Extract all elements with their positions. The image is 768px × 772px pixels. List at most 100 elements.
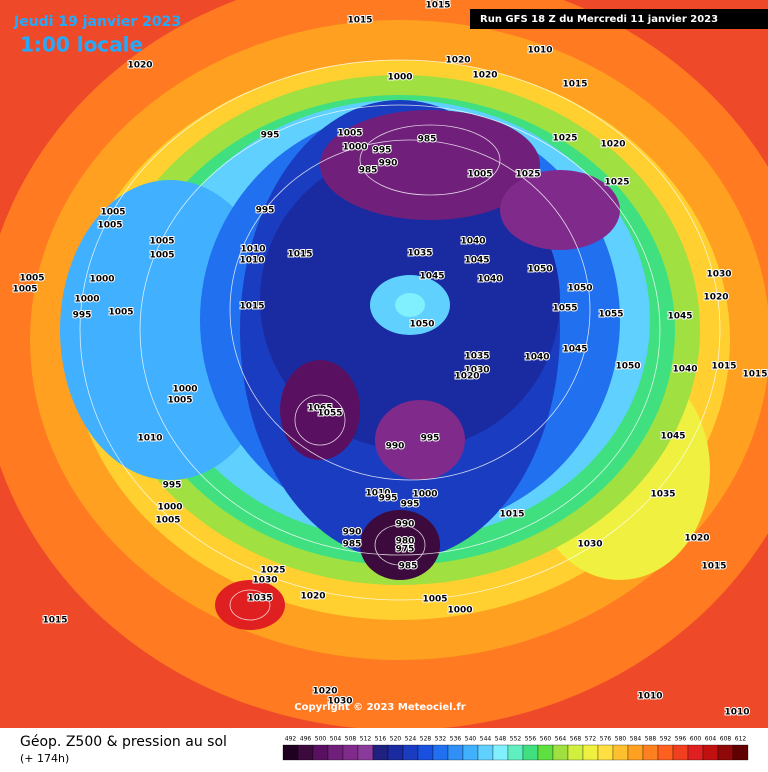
isobar-label: 1040 [460, 237, 485, 247]
map-background [0, 0, 768, 730]
isobar-label: 1020 [445, 56, 470, 66]
scale-swatch [342, 744, 359, 761]
isobar-label: 1020 [600, 140, 625, 150]
isobar-label: 1035 [650, 490, 675, 500]
isobar-label: 1005 [100, 208, 125, 218]
scale-label: 608 [720, 736, 732, 743]
isobar-label: 1045 [419, 272, 444, 282]
scale-swatch [702, 744, 719, 761]
isobar-label: 1035 [407, 249, 432, 259]
isobar-label: 1005 [467, 170, 492, 180]
run-banner [470, 9, 768, 29]
isobar-label: 1020 [127, 61, 152, 71]
isobar-label: 1015 [742, 370, 767, 380]
isobar-label: 1005 [422, 595, 447, 605]
scale-label: 548 [495, 736, 507, 743]
isobar-label: 1005 [19, 274, 44, 284]
isobar-label: 1015 [711, 362, 736, 372]
scale-label: 508 [345, 736, 357, 743]
isobar-label: 995 [256, 206, 275, 216]
isobar-label: 995 [379, 494, 398, 504]
isobar-label: 995 [73, 311, 92, 321]
isobar-label: 1030 [577, 540, 602, 550]
isobar-label: 1015 [42, 616, 67, 626]
isobar-label: 985 [343, 540, 362, 550]
isobar-label: 990 [379, 159, 398, 169]
isobar-label: 1000 [89, 275, 114, 285]
isobar-label: 1010 [527, 46, 552, 56]
isobar-label: 1040 [477, 275, 502, 285]
isobar-label: 995 [373, 146, 392, 156]
isobar-label: 1005 [108, 308, 133, 318]
scale-label: 572 [585, 736, 597, 743]
isobar-label: 1015 [499, 510, 524, 520]
isobar-label: 980 [396, 537, 415, 547]
isobar-label: 1025 [515, 170, 540, 180]
copyright: Copyright © 2023 Meteociel.fr [294, 702, 465, 713]
scale-swatch [402, 744, 419, 761]
isobar-label: 1050 [567, 284, 592, 294]
isobar-label: 1015 [239, 302, 264, 312]
isobar-label: 1015 [287, 250, 312, 260]
isobar-label: 1015 [347, 16, 372, 26]
scale-label: 536 [450, 736, 462, 743]
scale-swatch [327, 744, 344, 761]
scale-swatch [312, 744, 329, 761]
isobar-label: 1020 [703, 293, 728, 303]
scale-swatch [477, 744, 494, 761]
scale-label: 592 [660, 736, 672, 743]
isobar-label: 1035 [464, 352, 489, 362]
isobar-label: 1000 [412, 490, 437, 500]
isobar-label: 1010 [637, 692, 662, 702]
scale-label: 540 [465, 736, 477, 743]
scale-label: 496 [300, 736, 312, 743]
scale-swatch [387, 744, 404, 761]
run-info: Run GFS 18 Z du Mercredi 11 janvier 2023 [480, 14, 718, 25]
isobar-label: 990 [343, 528, 362, 538]
scale-swatch [627, 744, 644, 761]
scale-swatch [642, 744, 659, 761]
isobar-label: 1005 [337, 129, 362, 139]
scale-swatch [552, 744, 569, 761]
scale-label: 564 [555, 736, 567, 743]
isobar-label: 1025 [260, 566, 285, 576]
scale-swatch [597, 744, 614, 761]
scale-label: 524 [405, 736, 417, 743]
scale-swatch [732, 744, 749, 761]
isobar-label: 1010 [240, 245, 265, 255]
isobar-label: 1010 [724, 708, 749, 718]
scale-label: 512 [360, 736, 372, 743]
scale-swatch [357, 744, 374, 761]
scale-label: 528 [420, 736, 432, 743]
isobar-label: 1015 [425, 1, 450, 11]
scale-label: 576 [600, 736, 612, 743]
isobar-label: 995 [421, 434, 440, 444]
isobar-label: 1045 [660, 432, 685, 442]
time: 1:00 locale [20, 33, 143, 57]
isobar-label: 990 [396, 520, 415, 530]
isobar-label: 1030 [327, 697, 352, 707]
isobar-label: 1000 [172, 385, 197, 395]
isobar-label: 1040 [524, 353, 549, 363]
scale-label: 504 [330, 736, 342, 743]
isobar-label: 1005 [97, 221, 122, 231]
scale-swatch [717, 744, 734, 761]
isobar-label: 1050 [409, 320, 434, 330]
isobar-label: 1040 [672, 365, 697, 375]
scale-swatch [612, 744, 629, 761]
isobar-label: 1020 [472, 71, 497, 81]
scale-swatch [567, 744, 584, 761]
isobar-label: 1010 [239, 256, 264, 266]
isobar-label: 1005 [155, 516, 180, 526]
scale-swatch [507, 744, 524, 761]
isobar-label: 985 [399, 562, 418, 572]
isobar-label: 1030 [252, 576, 277, 586]
scale-label: 600 [690, 736, 702, 743]
scale-label: 532 [435, 736, 447, 743]
isobar-label: 1015 [562, 80, 587, 90]
isobar-label: 1045 [562, 345, 587, 355]
scale-swatch [657, 744, 674, 761]
isobar-label: 1020 [684, 534, 709, 544]
